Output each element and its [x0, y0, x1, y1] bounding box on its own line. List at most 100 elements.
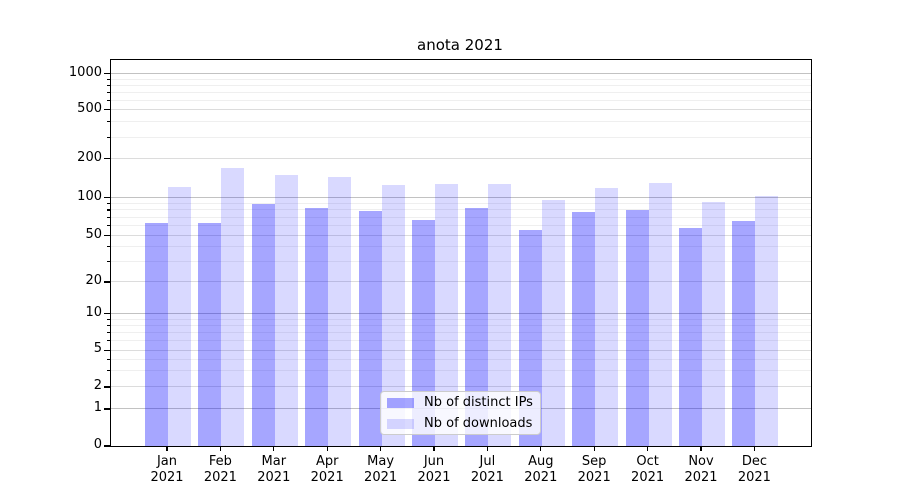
x-tick-sep	[593, 446, 595, 451]
y-minor-tick-600	[106, 99, 110, 101]
x-tick-dec	[753, 446, 755, 451]
bar-distinct-ips-jan	[145, 223, 168, 446]
bar-downloads-jun	[435, 183, 458, 446]
x-tick-label-jan: Jan 2021	[150, 454, 184, 485]
legend-label-distinct-ips: Nb of distinct IPs	[424, 395, 533, 410]
bar-downloads-sep	[595, 188, 619, 446]
bar-downloads-nov	[702, 201, 725, 446]
y-minor-tick-300	[106, 136, 110, 138]
gridline-40	[111, 246, 811, 248]
bar-distinct-ips-oct	[625, 209, 649, 446]
x-tick-label-jul: Jul 2021	[470, 454, 504, 485]
bar-downloads-apr	[328, 177, 352, 446]
x-tick-label-aug: Aug 2021	[524, 454, 558, 485]
y-tick-1000	[103, 73, 110, 75]
legend: Nb of distinct IPs Nb of downloads	[380, 391, 541, 435]
y-tick-0	[103, 445, 110, 447]
bar-distinct-ips-apr	[305, 207, 329, 446]
y-tick-1	[103, 408, 110, 410]
y-minor-tick-60	[106, 225, 110, 227]
bar-distinct-ips-dec	[732, 221, 756, 446]
gridline-3	[111, 370, 811, 372]
bar-distinct-ips-nov	[679, 227, 702, 446]
x-tick-label-feb: Feb 2021	[203, 454, 237, 485]
gridline-200	[111, 158, 811, 160]
x-tick-feb	[219, 446, 221, 451]
gridline-700	[111, 91, 811, 93]
x-tick-jun	[433, 446, 435, 451]
y-tick-200	[103, 158, 110, 160]
gridline-100	[111, 197, 811, 199]
y-tick-label-5: 5	[93, 341, 102, 357]
gridline-7	[111, 331, 811, 333]
y-tick-label-20: 20	[85, 272, 102, 288]
gridline-60	[111, 225, 811, 227]
gridline-90	[111, 203, 811, 205]
x-tick-label-may: May 2021	[364, 454, 398, 485]
y-minor-tick-3	[106, 370, 110, 372]
legend-label-downloads: Nb of downloads	[424, 416, 533, 431]
y-tick-label-0: 0	[93, 437, 102, 452]
y-tick-5	[103, 349, 110, 351]
gridline-4	[111, 358, 811, 360]
y-tick-2	[103, 386, 110, 388]
x-tick-aug	[540, 446, 542, 451]
x-tick-may	[380, 446, 382, 451]
bar-downloads-feb	[221, 167, 245, 446]
y-tick-label-1000: 1000	[68, 64, 102, 80]
y-tick-label-2: 2	[93, 377, 102, 393]
y-minor-tick-80	[106, 209, 110, 211]
x-tick-oct	[647, 446, 649, 451]
x-tick-label-dec: Dec 2021	[737, 454, 771, 485]
y-minor-tick-90	[106, 202, 110, 205]
y-minor-tick-30	[106, 260, 110, 263]
gridline-8	[111, 324, 811, 326]
gridline-50	[111, 235, 811, 237]
y-tick-100	[103, 197, 110, 199]
y-minor-tick-700	[106, 91, 110, 93]
bar-downloads-mar	[274, 175, 298, 446]
y-tick-label-10: 10	[85, 304, 102, 320]
x-tick-jul	[486, 446, 488, 451]
x-tick-label-nov: Nov 2021	[684, 454, 718, 485]
bar-downloads-jan	[168, 186, 191, 446]
y-tick-label-500: 500	[77, 100, 102, 116]
y-minor-tick-40	[106, 246, 110, 248]
gridline-70	[111, 216, 811, 218]
y-tick-label-200: 200	[77, 149, 102, 165]
gridline-900	[111, 78, 811, 80]
y-tick-50	[103, 235, 110, 237]
y-tick-label-100: 100	[77, 188, 102, 204]
x-tick-jan	[166, 446, 168, 451]
bar-distinct-ips-may	[358, 210, 382, 446]
legend-swatch-downloads-icon	[387, 418, 414, 429]
gridline-80	[111, 209, 811, 211]
y-minor-tick-9	[106, 318, 110, 320]
gridline-300	[111, 136, 811, 138]
legend-item-distinct-ips: Nb of distinct IPs	[387, 395, 534, 410]
bar-downloads-dec	[755, 195, 779, 446]
bar-downloads-jul	[488, 183, 512, 446]
y-tick-label-50: 50	[85, 226, 102, 242]
x-tick-nov	[700, 446, 702, 451]
bar-distinct-ips-sep	[572, 212, 596, 446]
gridline-400	[111, 121, 811, 123]
bar-distinct-ips-jun	[412, 219, 435, 446]
y-minor-tick-7	[106, 331, 110, 334]
bar-downloads-oct	[648, 183, 672, 446]
bar-distinct-ips-mar	[251, 203, 275, 446]
gridline-5	[111, 349, 811, 351]
gridline-9	[111, 318, 811, 320]
y-minor-tick-900	[106, 78, 110, 80]
x-tick-label-oct: Oct 2021	[631, 454, 665, 485]
y-minor-tick-70	[106, 216, 110, 218]
gridline-30	[111, 260, 811, 262]
chart-title: anota 2021	[417, 36, 503, 54]
gridline-10	[111, 313, 811, 315]
y-tick-10	[103, 313, 110, 315]
gridline-800	[111, 84, 811, 86]
y-minor-tick-8	[106, 324, 110, 326]
gridline-6	[111, 340, 811, 342]
y-minor-tick-800	[106, 84, 110, 87]
